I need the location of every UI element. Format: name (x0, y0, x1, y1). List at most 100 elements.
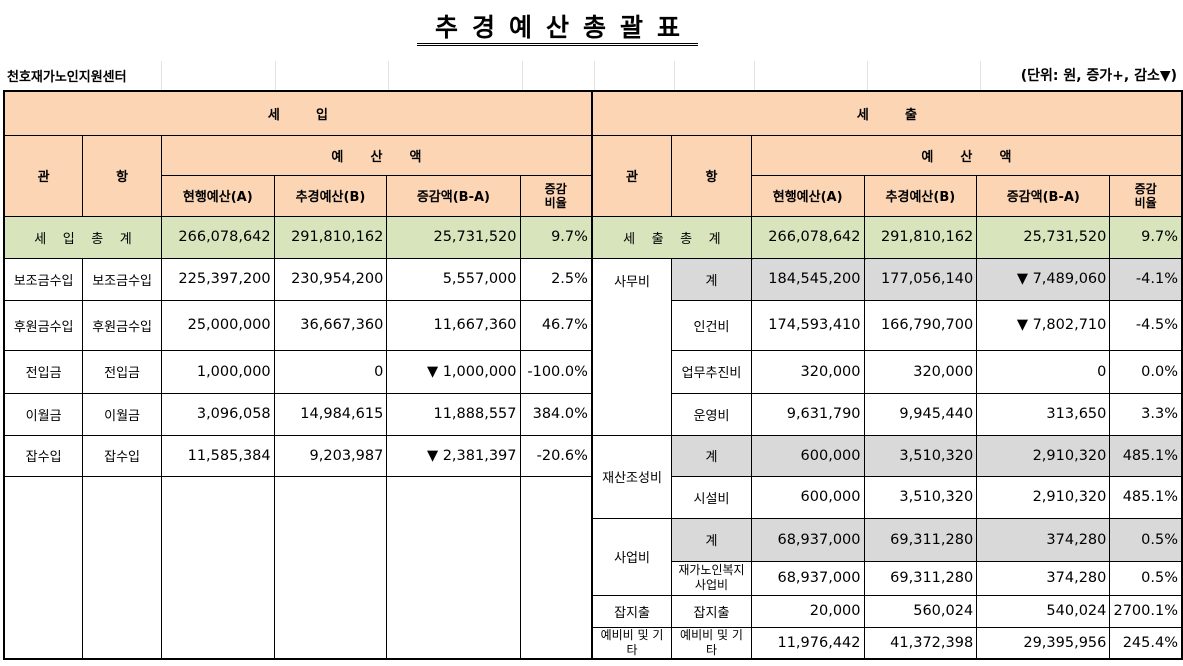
expense-revised: 166,790,700 (863, 299, 978, 351)
empty-cell (273, 475, 388, 660)
expense-hang: 인건비 (671, 299, 752, 351)
income-diff-header: 증감액(B-A) (386, 174, 521, 217)
income-amount-header: 예 산 액 (160, 134, 593, 176)
expense-total-revised: 291,810,162 (863, 215, 978, 259)
income-hang: 이월금 (82, 392, 162, 436)
income-hang-header: 항 (82, 134, 162, 217)
expense-gwan-misc: 잡지출 (590, 594, 673, 628)
income-rate: -20.6% (519, 434, 593, 477)
expense-diff: 29,395,956 (976, 626, 1111, 660)
expense-diff: 540,024 (976, 594, 1111, 628)
expense-hang-header: 항 (671, 134, 752, 217)
income-total-revised: 291,810,162 (273, 215, 388, 259)
expense-revised: 41,372,398 (863, 626, 978, 660)
expense-revised: 3,510,320 (863, 475, 978, 519)
expense-hang: 계 (671, 257, 752, 301)
expense-diff: 374,280 (976, 517, 1111, 562)
income-current: 3,096,058 (160, 392, 275, 436)
expense-current: 68,937,000 (750, 517, 865, 562)
income-rate: -100.0% (519, 349, 593, 394)
empty-cell (82, 475, 162, 660)
income-revised: 0 (273, 349, 388, 394)
expense-current-header: 현행예산(A) (750, 174, 865, 217)
empty-cell (386, 475, 521, 660)
income-current-header: 현행예산(A) (160, 174, 275, 217)
income-gwan: 이월금 (3, 392, 84, 436)
income-diff: ▼ 2,381,397 (386, 434, 521, 477)
income-rate: 2.5% (519, 257, 593, 301)
expense-gwan-header: 관 (590, 134, 673, 217)
income-current: 1,000,000 (160, 349, 275, 394)
expense-diff: 2,910,320 (976, 475, 1111, 519)
empty-cell (160, 475, 275, 660)
income-current: 25,000,000 (160, 299, 275, 351)
expense-diff: 313,650 (976, 392, 1111, 436)
expense-total-rate: 9.7% (1109, 215, 1183, 259)
expense-revised: 3,510,320 (863, 434, 978, 477)
income-diff: 11,667,360 (386, 299, 521, 351)
expense-diff: 0 (976, 349, 1111, 394)
expense-rate: -4.5% (1109, 299, 1183, 351)
expense-amount-header: 예 산 액 (750, 134, 1183, 176)
expense-rate: 485.1% (1109, 475, 1183, 519)
expense-rate: 0.5% (1109, 517, 1183, 562)
organization-name: 천호재가노인지원센터 (7, 70, 127, 85)
expense-gwan-property: 재산조성비 (590, 434, 673, 519)
expense-current: 68,937,000 (750, 560, 865, 596)
unit-note: (단위: 원, 증가+, 감소▼) (1020, 68, 1177, 84)
expense-rate-header: 증감 비율 (1109, 174, 1183, 217)
expense-revised: 69,311,280 (863, 517, 978, 562)
expense-gwan-program: 사업비 (590, 517, 673, 596)
expense-revised: 177,056,140 (863, 257, 978, 301)
income-revised-header: 추경예산(B) (273, 174, 388, 217)
income-total-current: 266,078,642 (160, 215, 275, 259)
expense-current: 184,545,200 (750, 257, 865, 301)
expense-hang: 예비비 및 기타 (671, 626, 752, 660)
income-rate: 384.0% (519, 392, 593, 436)
income-rate: 46.7% (519, 299, 593, 351)
income-hang: 후원금수입 (82, 299, 162, 351)
empty-cell (519, 475, 593, 660)
page-title: 추경예산총괄표 (0, 8, 1115, 46)
expense-hang: 업무추진비 (671, 349, 752, 394)
expense-diff: ▼ 7,489,060 (976, 257, 1111, 301)
expense-revised: 69,311,280 (863, 560, 978, 596)
expense-current: 600,000 (750, 475, 865, 519)
income-current: 11,585,384 (160, 434, 275, 477)
income-gwan: 보조금수입 (3, 257, 84, 301)
expense-rate: 3.3% (1109, 392, 1183, 436)
expense-hang: 잡지출 (671, 594, 752, 628)
expense-rate: 245.4% (1109, 626, 1183, 660)
income-revised: 230,954,200 (273, 257, 388, 301)
expense-rate: -4.1% (1109, 257, 1183, 301)
income-diff: ▼ 1,000,000 (386, 349, 521, 394)
expense-hang: 재가노인복지 사업비 (671, 560, 752, 596)
expense-rate: 0.0% (1109, 349, 1183, 394)
expense-gwan-reserve: 예비비 및 기타 (590, 626, 673, 660)
expense-total-label: 세 출 총 계 (590, 215, 752, 259)
income-revised: 9,203,987 (273, 434, 388, 477)
empty-cell (3, 475, 84, 660)
expense-revised: 560,024 (863, 594, 978, 628)
expense-total-current: 266,078,642 (750, 215, 865, 259)
expense-current: 20,000 (750, 594, 865, 628)
expense-header: 세 출 (590, 90, 1183, 136)
income-header: 세 입 (3, 90, 593, 136)
income-hang: 보조금수입 (82, 257, 162, 301)
expense-diff: 2,910,320 (976, 434, 1111, 477)
income-revised: 14,984,615 (273, 392, 388, 436)
income-hang: 잡수입 (82, 434, 162, 477)
expense-hang: 계 (671, 434, 752, 477)
expense-revised-header: 추경예산(B) (863, 174, 978, 217)
budget-summary-table: 세 입 세 출 관 항 예 산 액 관 항 예 산 액 현행예산(A) 추경예산… (3, 90, 1183, 660)
income-gwan: 후원금수입 (3, 299, 84, 351)
expense-current: 174,593,410 (750, 299, 865, 351)
income-total-diff: 25,731,520 (386, 215, 521, 259)
expense-hang: 계 (671, 517, 752, 562)
income-gwan: 잡수입 (3, 434, 84, 477)
income-hang: 전입금 (82, 349, 162, 394)
expense-diff-header: 증감액(B-A) (976, 174, 1111, 217)
expense-gwan-office: 사무비 (590, 257, 673, 436)
expense-revised: 320,000 (863, 349, 978, 394)
income-revised: 36,667,360 (273, 299, 388, 351)
